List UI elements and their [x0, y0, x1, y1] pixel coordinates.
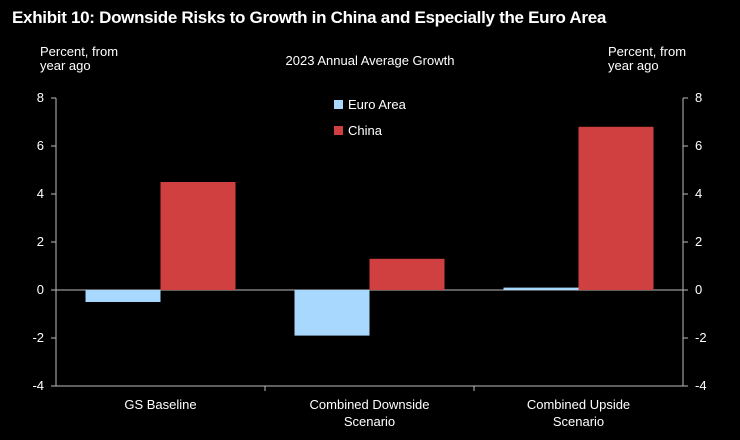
legend-swatch: [334, 100, 343, 109]
right-tick-label: 8: [695, 90, 702, 105]
left-tick-label: 6: [37, 138, 44, 153]
right-tick-label: 0: [695, 282, 702, 297]
right-axis-unit-line2: year ago: [608, 58, 659, 73]
left-tick-label: -4: [32, 378, 44, 393]
category-label: Scenario: [344, 414, 395, 429]
left-tick-label: -2: [32, 330, 44, 345]
category-label: Scenario: [553, 414, 604, 429]
left-axis-unit-line2: year ago: [40, 58, 91, 73]
left-axis-unit-line1: Percent, from: [40, 44, 119, 59]
legend-label: China: [348, 123, 383, 138]
category-label: GS Baseline: [124, 397, 196, 412]
right-tick-label: 6: [695, 138, 702, 153]
legend-swatch: [334, 126, 343, 135]
right-axis-unit: Percent, from year ago: [608, 45, 686, 73]
right-tick-label: 2: [695, 234, 702, 249]
left-axis-unit: Percent, from year ago: [40, 45, 118, 73]
right-tick-label: -2: [695, 330, 707, 345]
left-tick-label: 0: [37, 282, 44, 297]
left-tick-label: 2: [37, 234, 44, 249]
left-tick-label: 8: [37, 90, 44, 105]
category-label: Combined Upside: [527, 397, 630, 412]
left-tick-label: 4: [37, 186, 44, 201]
right-tick-label: -4: [695, 378, 707, 393]
bar-china: [160, 182, 236, 290]
chart-subtitle: 2023 Annual Average Growth: [285, 53, 455, 68]
legend-label: Euro Area: [348, 97, 407, 112]
bar-euro-area: [85, 290, 161, 302]
bar-china: [578, 126, 654, 290]
bar-china: [369, 258, 445, 290]
right-tick-label: 4: [695, 186, 702, 201]
bar-euro-area: [294, 290, 370, 336]
exhibit-title: Exhibit 10: Downside Risks to Growth in …: [12, 8, 607, 27]
right-axis-unit-line1: Percent, from: [608, 44, 687, 59]
category-label: Combined Downside: [310, 397, 430, 412]
bar-euro-area: [503, 287, 579, 290]
